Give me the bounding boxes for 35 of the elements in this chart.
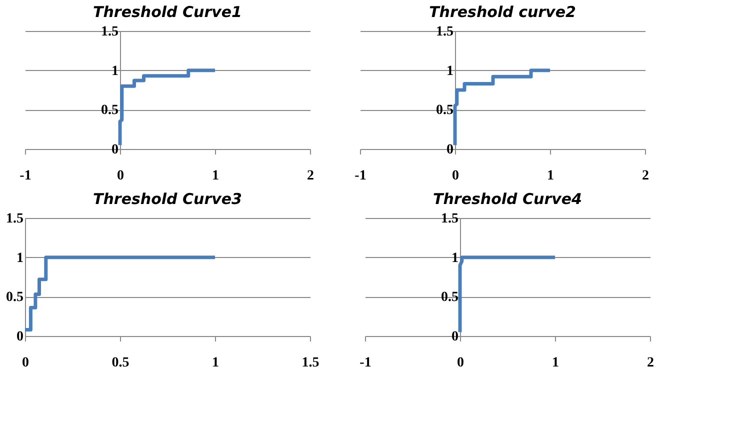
y-tick-label: 1: [112, 64, 118, 79]
y-tick-label: 1: [16, 250, 24, 266]
x-tick-label: 1.5: [302, 356, 320, 370]
y-tick-label: 0: [112, 142, 118, 158]
x-tick-label: -1: [360, 356, 372, 370]
y-tick-label: 1.5: [436, 24, 454, 40]
x-tick-label: -1: [354, 168, 366, 184]
x-tick-label: 1: [547, 168, 554, 184]
chart-title: Threshold Curve1: [93, 3, 242, 21]
y-tick-label: 0: [446, 142, 454, 158]
x-tick-label: 2: [647, 356, 654, 370]
x-tick-label: 1: [212, 168, 219, 184]
x-tick-label: -1: [20, 168, 32, 184]
y-tick-label: 1.5: [101, 24, 118, 40]
y-tick-label: 0: [452, 330, 458, 344]
chart-title: Threshold curve2: [429, 3, 576, 21]
x-tick-label: 1: [212, 356, 219, 370]
y-tick-label: 0.5: [436, 103, 454, 118]
line-series: [458, 256, 557, 334]
y-tick-label: 0.5: [441, 290, 458, 306]
x-tick-label: 2: [307, 168, 314, 184]
chart-title: Threshold Curve4: [433, 190, 582, 208]
y-tick-label: 0.5: [6, 290, 24, 306]
chart-title: Threshold Curve3: [93, 190, 242, 208]
y-tick-label: 1: [452, 250, 458, 266]
y-tick-label: 1: [446, 64, 454, 79]
line-series: [23, 256, 217, 332]
y-tick-label: 1.5: [6, 212, 24, 226]
y-tick-label: 0.5: [101, 103, 118, 118]
y-tick-label: 0: [16, 330, 24, 344]
x-tick-label: 1: [552, 356, 559, 370]
x-tick-label: 2: [642, 168, 649, 184]
line-series: [118, 68, 217, 147]
y-tick-label: 1.5: [441, 212, 458, 226]
line-series: [453, 68, 552, 147]
